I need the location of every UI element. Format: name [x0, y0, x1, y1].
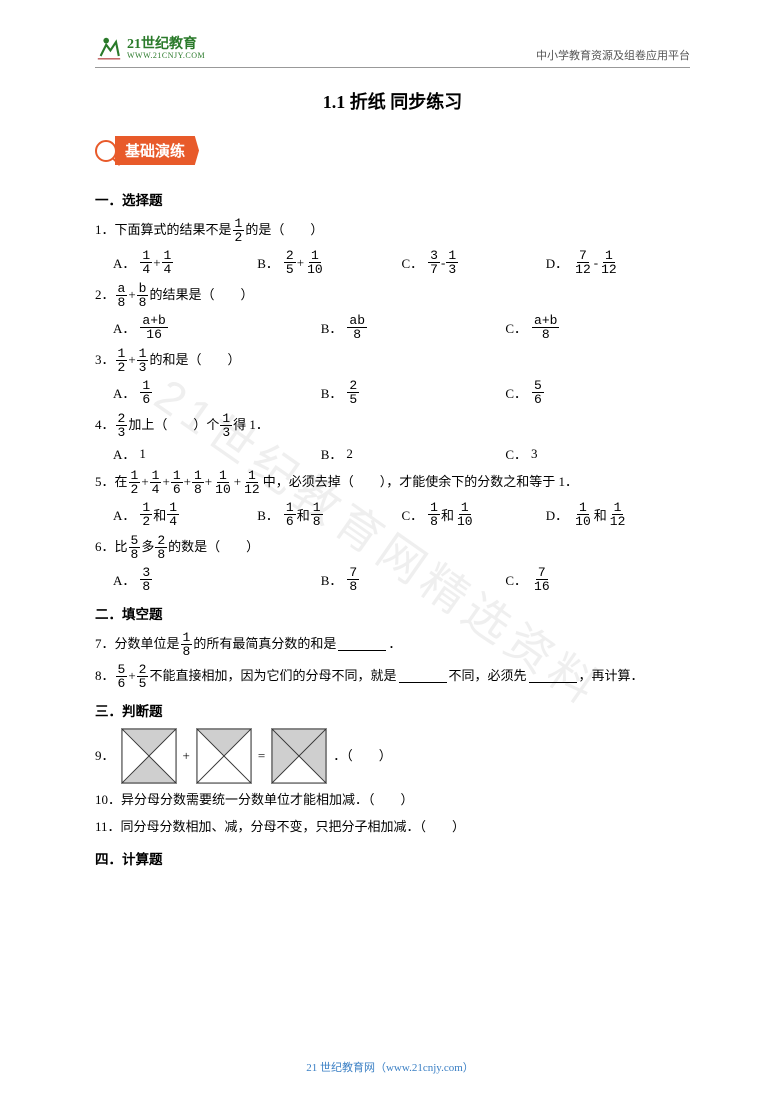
- q3-opt-b[interactable]: B．25: [321, 379, 506, 406]
- blank-input[interactable]: [338, 639, 386, 651]
- square-diagram-3: [271, 728, 327, 784]
- blank-input[interactable]: [399, 671, 447, 683]
- q3-opt-a[interactable]: A．16: [113, 379, 321, 406]
- square-diagram-1: [121, 728, 177, 784]
- q1-opt-b[interactable]: B．25+110: [257, 249, 401, 276]
- logo-icon: [95, 35, 123, 63]
- q5-opt-d[interactable]: D．110和112: [546, 501, 690, 528]
- question-10: 10．异分母分数需要统一分数单位才能相加减．（ ）: [95, 789, 690, 811]
- question-9: 9． + = ．（ ）: [95, 728, 690, 784]
- q5-opt-b[interactable]: B．16和18: [257, 501, 401, 528]
- section-badge: 基础演练: [95, 136, 199, 165]
- square-diagram-2: [196, 728, 252, 784]
- q1-opt-c[interactable]: C．37-13: [402, 249, 546, 276]
- q1-stem-b: 的是（ ）: [245, 219, 323, 241]
- question-4: 4． 23 加上（ ）个 13 得 1．: [95, 412, 690, 439]
- q2-opt-c[interactable]: C．a+b8: [505, 314, 690, 341]
- q4-options: A．1 B．2 C．3: [113, 444, 690, 463]
- header-subtitle: 中小学教育资源及组卷应用平台: [536, 47, 690, 63]
- q3-opt-c[interactable]: C．56: [505, 379, 690, 406]
- q2-options: A．a+b16 B．ab8 C．a+b8: [113, 314, 690, 341]
- q1-stem-a: 1．下面算式的结果不是: [95, 219, 232, 241]
- logo-text-url: WWW.21CNJY.COM: [127, 52, 205, 60]
- q5-opt-c[interactable]: C．18和110: [402, 501, 546, 528]
- section-3-head: 三．判断题: [95, 700, 690, 720]
- page-header: 21世纪教育 WWW.21CNJY.COM 中小学教育资源及组卷应用平台: [95, 35, 690, 68]
- q2-stem-b: 的结果是（ ）: [149, 284, 253, 306]
- q4-opt-a[interactable]: A．1: [113, 444, 321, 463]
- magnifier-icon: [95, 140, 117, 162]
- question-6: 6．比 58 多 28 的数是（ ）: [95, 534, 690, 561]
- logo-text-cn: 21世纪教育: [127, 38, 205, 52]
- q1-opt-a[interactable]: A．14+14: [113, 249, 257, 276]
- q2-stem-a: 2．: [95, 284, 115, 306]
- q1-opt-d[interactable]: D．712-112: [546, 249, 690, 276]
- q4-opt-c[interactable]: C．3: [505, 444, 690, 463]
- question-5: 5．在 12+ 14+ 16+ 18+ 110+ 112 中，必须去掉（ ），才…: [95, 469, 690, 496]
- blank-input[interactable]: [529, 671, 577, 683]
- question-1: 1．下面算式的结果不是 12 的是（ ）: [95, 217, 690, 244]
- q1-frac: 12: [233, 217, 245, 244]
- q5-opt-a[interactable]: A．12和14: [113, 501, 257, 528]
- q2-opt-a[interactable]: A．a+b16: [113, 314, 321, 341]
- q6-opt-c[interactable]: C．716: [505, 566, 690, 593]
- page-title: 1.1 折纸 同步练习: [95, 88, 690, 114]
- question-2: 2． a8 + b8 的结果是（ ）: [95, 282, 690, 309]
- question-3: 3． 12 + 13 的和是（ ）: [95, 347, 690, 374]
- q4-opt-b[interactable]: B．2: [321, 444, 506, 463]
- q1-options: A．14+14 B．25+110 C．37-13 D．712-112: [113, 249, 690, 276]
- q3-options: A．16 B．25 C．56: [113, 379, 690, 406]
- q6-options: A．38 B．78 C．716: [113, 566, 690, 593]
- question-8: 8． 56 + 25 不能直接相加，因为它们的分母不同，就是 不同，必须先 ，再…: [95, 663, 690, 690]
- page-footer: 21 世纪教育网（www.21cnjy.com）: [0, 1059, 780, 1075]
- q6-opt-b[interactable]: B．78: [321, 566, 506, 593]
- q5-options: A．12和14 B．16和18 C．18和110 D．110和112: [113, 501, 690, 528]
- q6-opt-a[interactable]: A．38: [113, 566, 321, 593]
- section-4-head: 四．计算题: [95, 848, 690, 868]
- question-11: 11．同分母分数相加、减，分母不变，只把分子相加减．（ ）: [95, 816, 690, 838]
- logo: 21世纪教育 WWW.21CNJY.COM: [95, 35, 205, 63]
- question-7: 7．分数单位是 18 的所有最简真分数的和是 ．: [95, 631, 690, 658]
- q2-opt-b[interactable]: B．ab8: [321, 314, 506, 341]
- badge-label: 基础演练: [115, 136, 199, 165]
- section-1-head: 一．选择题: [95, 189, 690, 209]
- section-2-head: 二．填空题: [95, 603, 690, 623]
